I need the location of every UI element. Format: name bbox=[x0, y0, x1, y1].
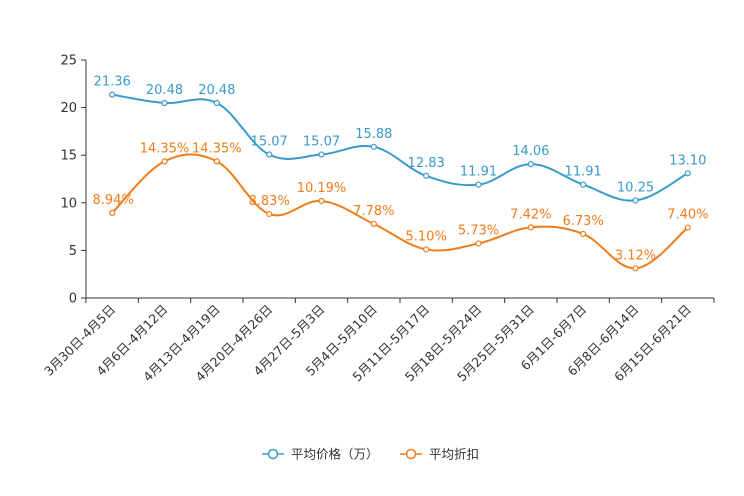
data-point[interactable] bbox=[527, 224, 534, 231]
data-label: 15.07 bbox=[303, 135, 340, 150]
data-point[interactable] bbox=[109, 91, 116, 98]
legend-item-1[interactable]: 平均价格（万） bbox=[262, 447, 379, 462]
data-point[interactable] bbox=[161, 158, 168, 165]
data-point[interactable] bbox=[109, 209, 116, 216]
series-1: 21.36 20.48 20.48 15.07 15.07 15.88 12.83 11.91… bbox=[94, 75, 706, 204]
data-point[interactable] bbox=[423, 172, 430, 179]
axes: 05101520253月30日-4月5日4月6日-4月12日4月13日-4月19… bbox=[41, 54, 715, 384]
data-label: 20.48 bbox=[198, 83, 235, 98]
data-point[interactable] bbox=[213, 99, 220, 107]
y-tick-label: 5 bbox=[69, 244, 77, 259]
data-point[interactable] bbox=[632, 197, 639, 204]
data-point[interactable] bbox=[684, 224, 691, 231]
data-point[interactable] bbox=[684, 170, 691, 177]
data-point[interactable] bbox=[475, 181, 482, 188]
data-label: 14.35% bbox=[140, 141, 190, 156]
data-label: 5.10% bbox=[406, 229, 447, 244]
data-label: 14.35% bbox=[192, 141, 242, 156]
data-label: 14.06 bbox=[512, 144, 549, 159]
data-point[interactable] bbox=[266, 151, 273, 158]
legend-item-2[interactable]: 平均折扣 bbox=[400, 447, 479, 462]
series-line bbox=[111, 153, 689, 270]
data-label: 10.19% bbox=[297, 181, 347, 196]
data-point[interactable] bbox=[527, 161, 534, 168]
data-label: 3.12% bbox=[615, 248, 656, 263]
data-point[interactable] bbox=[580, 181, 587, 188]
data-point[interactable] bbox=[318, 151, 325, 158]
data-label: 11.91 bbox=[460, 165, 497, 180]
data-point[interactable] bbox=[370, 143, 377, 150]
data-label: 8.83% bbox=[249, 194, 290, 209]
data-label: 7.40% bbox=[667, 208, 708, 223]
data-label: 5.73% bbox=[458, 223, 499, 238]
data-label: 7.78% bbox=[353, 204, 394, 219]
data-point[interactable] bbox=[475, 240, 482, 247]
data-point[interactable] bbox=[266, 210, 273, 218]
series-2: 8.94% 14.35% 14.35% 8.83% 10.19% 7.78% 5.10% 5.… bbox=[93, 141, 708, 272]
data-point[interactable] bbox=[161, 99, 168, 107]
y-tick-label: 15 bbox=[60, 149, 77, 164]
y-tick-label: 20 bbox=[60, 101, 77, 116]
data-point[interactable] bbox=[632, 265, 639, 272]
data-label: 13.10 bbox=[669, 153, 706, 168]
y-tick-label: 10 bbox=[60, 196, 77, 211]
data-label: 7.42% bbox=[510, 207, 551, 222]
y-tick-label: 0 bbox=[69, 292, 77, 307]
data-label: 15.88 bbox=[355, 127, 392, 142]
series-line bbox=[112, 93, 689, 202]
legend-label: 平均价格（万） bbox=[291, 447, 379, 462]
legend-marker bbox=[405, 448, 417, 460]
legend-marker bbox=[267, 448, 279, 460]
y-tick-label: 25 bbox=[60, 54, 77, 69]
data-label: 6.73% bbox=[563, 214, 604, 229]
data-point[interactable] bbox=[213, 158, 220, 165]
data-point[interactable] bbox=[370, 220, 377, 228]
data-label: 21.36 bbox=[94, 75, 131, 90]
legend[interactable]: 平均价格（万） 平均折扣 bbox=[262, 447, 479, 462]
data-label: 20.48 bbox=[146, 83, 183, 98]
data-label: 10.25 bbox=[617, 180, 654, 195]
data-point[interactable] bbox=[580, 230, 587, 238]
data-point[interactable] bbox=[423, 246, 430, 253]
legend-label: 平均折扣 bbox=[429, 447, 479, 462]
data-label: 15.07 bbox=[251, 135, 288, 150]
series-layer: 21.36 20.48 20.48 15.07 15.07 15.88 12.83 11.91… bbox=[93, 75, 708, 272]
data-label: 8.94% bbox=[93, 193, 134, 208]
data-point[interactable] bbox=[318, 197, 325, 205]
data-label: 11.91 bbox=[565, 165, 602, 180]
data-label: 12.83 bbox=[408, 156, 445, 171]
